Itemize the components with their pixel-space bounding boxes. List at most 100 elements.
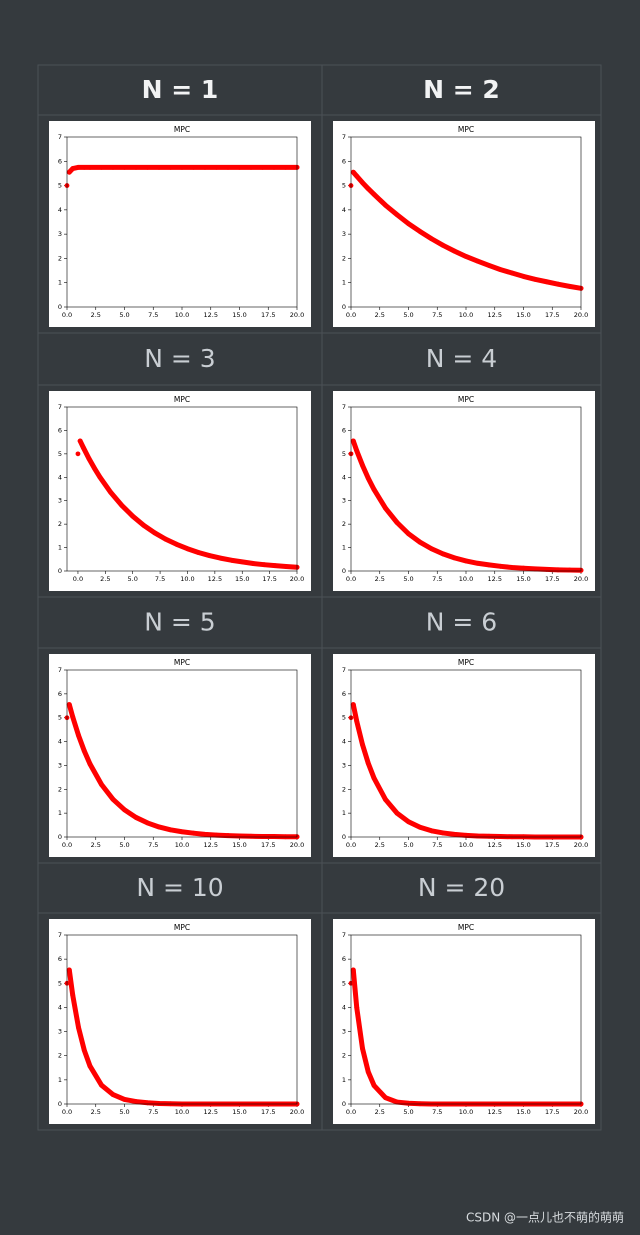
y-tick-label: 6 [58,955,62,963]
data-point [440,551,446,557]
data-point [383,1095,388,1101]
chart-background [333,919,595,1124]
data-point [463,832,469,838]
x-tick-label: 15.0 [232,1108,246,1116]
chart-title: MPC [458,923,474,932]
data-point [486,263,492,268]
data-point [81,445,86,451]
data-point [81,164,87,170]
data-point [521,274,526,279]
data-point [145,1100,150,1106]
x-tick-label: 0.0 [346,841,356,849]
data-point [371,191,377,197]
data-point [360,180,365,186]
data-point [283,164,288,170]
plot-frame [66,934,298,1105]
data-point [354,1005,360,1011]
chart-title: MPC [458,125,474,134]
x-tick-label: 2.5 [375,841,385,849]
y-tick-label: 4 [342,738,346,746]
data-point [66,967,72,973]
x-tick-label: 7.5 [148,1108,158,1116]
chart-background [333,121,595,327]
data-point [133,164,139,170]
y-tick-label: 3 [58,497,62,505]
x-tick-label: 5.0 [403,841,413,849]
y-tick-label: 1 [342,809,346,817]
x-tick-label: 10.0 [175,841,189,849]
y-tick-label: 5 [342,979,346,987]
y-tick-label: 7 [58,931,62,939]
data-point [360,1046,365,1051]
x-tick-label: 20.0 [290,841,304,849]
x-tick-label: 2.5 [100,575,110,583]
y-tick-label: 5 [58,182,62,190]
x-tick-label: 15.0 [232,841,246,849]
x-tick-label: 0.0 [73,575,83,583]
x-tick-label: 0.0 [346,1108,356,1116]
data-point [350,438,356,444]
column-header: N = 1 [142,75,219,104]
data-point [417,539,423,545]
data-point [70,714,76,720]
x-tick-label: 12.5 [208,575,222,583]
y-tick-label: 0 [342,1100,346,1108]
x-tick-label: 7.5 [148,311,158,319]
data-point [66,169,72,175]
x-tick-label: 7.5 [155,575,165,583]
data-point [271,164,277,170]
x-tick-label: 5.0 [119,1108,129,1116]
data-point [108,490,114,495]
chart: MPC 0 1 2 3 4 5 6 7 0.0 2.5 5.0 7.5 10.0 12.5 15.0 17.5 2… [333,391,595,591]
x-tick-label: 17.5 [545,1108,559,1116]
data-point [260,834,265,839]
data-point [440,242,446,248]
data-point [354,448,360,454]
x-tick-label: 12.5 [488,575,502,583]
data-point [394,212,400,218]
y-tick-label: 6 [342,157,346,165]
x-tick-label: 17.5 [545,311,559,319]
x-tick-label: 0.0 [346,575,356,583]
data-point [152,530,158,536]
data-point [429,546,434,552]
data-point [394,810,400,816]
data-point [383,505,388,511]
column-header: N = 6 [426,608,497,637]
data-point [567,567,572,573]
x-tick-label: 0.0 [62,1108,72,1116]
x-tick-label: 2.5 [91,1108,101,1116]
data-point [463,558,469,564]
x-tick-label: 5.0 [403,1108,413,1116]
data-point [417,229,423,234]
data-point [350,169,356,175]
x-tick-label: 15.0 [516,311,530,319]
y-tick-label: 1 [58,279,62,287]
data-point [260,164,265,170]
x-tick-label: 20.0 [290,311,304,319]
y-tick-label: 5 [58,450,62,458]
x-tick-label: 10.0 [175,311,189,319]
x-tick-label: 0.0 [62,841,72,849]
data-point [133,815,139,820]
plot-frame [350,934,582,1105]
y-tick-label: 0 [342,303,346,311]
y-tick-label: 5 [342,450,346,458]
data-point [509,270,515,276]
y-tick-label: 3 [342,497,346,505]
data-point [440,830,446,836]
x-tick-label: 17.5 [262,575,276,583]
column-header: N = 4 [426,344,497,373]
data-point [248,164,254,170]
chart: MPC 0 1 2 3 4 5 6 7 0.0 2.5 5.0 7.5 10.0 12.5 15.0 17.5 2… [49,919,311,1124]
data-point [76,732,81,738]
data-point [452,831,457,837]
x-tick-label: 12.5 [488,1108,502,1116]
data-point [97,474,103,480]
y-tick-label: 3 [342,1028,346,1036]
x-tick-label: 5.0 [119,841,129,849]
data-point [406,221,411,227]
y-tick-label: 1 [342,1076,346,1084]
x-tick-label: 7.5 [432,575,442,583]
y-tick-label: 1 [58,544,62,552]
